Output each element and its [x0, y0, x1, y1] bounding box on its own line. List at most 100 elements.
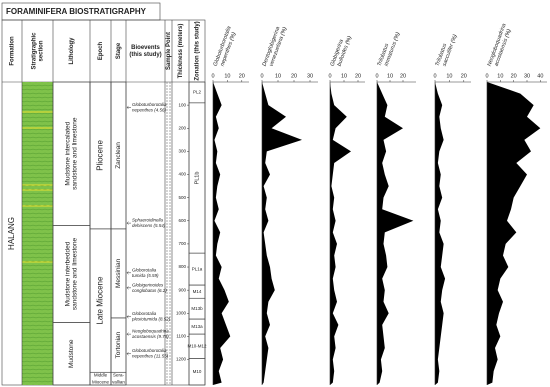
abundance-area	[377, 82, 414, 385]
sample-column	[166, 82, 171, 385]
lithology-label: sandstone and limestone	[72, 117, 79, 190]
bioevent-label: Globigerinoides	[132, 282, 164, 287]
bioevent-label: tumida (5.59)	[132, 273, 159, 278]
x-tick-label: 20	[400, 73, 406, 79]
x-tick-label: 20	[511, 73, 517, 79]
x-tick-label: 40	[537, 73, 543, 79]
zones-label: M13b	[191, 306, 203, 311]
header-label: Epoch	[98, 42, 104, 61]
bioevent-label: Globoturborotalia	[132, 102, 167, 107]
abundance-area	[213, 82, 231, 385]
abundance-area	[435, 82, 446, 385]
depth-tick-label: 1000	[176, 310, 187, 315]
x-tick-label: 20	[355, 73, 361, 79]
bioevent-label: Sphaeroidinella	[132, 218, 164, 223]
x-tick-label: 10	[341, 73, 347, 79]
x-tick-label: 0	[328, 73, 331, 79]
stages-label: Tortonian	[115, 331, 122, 358]
x-tick-label: 0	[433, 73, 436, 79]
stages-label: Zanclean	[115, 142, 122, 169]
x-tick-label: 0	[260, 73, 263, 79]
header-label: Stage	[116, 42, 122, 59]
x-tick-label: 10	[497, 73, 503, 79]
bioevent-label: acostaensis (9.79)	[132, 334, 169, 339]
x-tick-label: 10	[387, 73, 393, 79]
x-tick-label: 30	[307, 73, 313, 79]
depth-tick-label: 800	[178, 264, 186, 269]
zones-label: PL1a	[192, 266, 203, 271]
bioevent-arrow	[126, 352, 131, 356]
x-tick-label: 0	[485, 73, 488, 79]
header-label: Lithology	[69, 37, 75, 65]
header-label: Zonation (this study)	[195, 21, 201, 80]
depth-tick-label: 100	[178, 102, 186, 107]
zones-label: M10-M12	[187, 343, 207, 348]
formation-label: HALANG	[7, 217, 16, 250]
depth-tick-label: 400	[178, 172, 186, 177]
x-tick-label: 20	[461, 73, 467, 79]
abundance-area	[330, 82, 351, 385]
x-tick-label: 20	[239, 73, 245, 79]
bioevent-label: Globorotalia	[132, 267, 157, 272]
x-tick-label: 10	[224, 73, 230, 79]
bioevent-arrow	[126, 271, 131, 275]
lithology-label: Mudstone interbedded	[65, 241, 72, 306]
zones-label: M10	[193, 369, 202, 374]
stages-interval	[110, 371, 127, 386]
strat-section	[22, 82, 53, 385]
zones-interval	[188, 358, 206, 386]
header-label: Stratigraphic	[32, 32, 38, 70]
depth-tick-label: 900	[178, 287, 186, 292]
stages-label: vallian	[112, 379, 125, 384]
depth-tick-label: 200	[178, 125, 186, 130]
zones-label: PL1b	[194, 172, 200, 185]
epochs-label: Late Miocene	[96, 276, 105, 325]
bioevent-arrow	[126, 286, 131, 290]
sand-beds	[22, 111, 53, 263]
bioevent-label: Globoturborotalia	[132, 348, 167, 353]
bioevent-label: nepenthes (11.55)	[132, 354, 169, 359]
abundance-area	[262, 82, 302, 385]
x-tick-label: 0	[375, 73, 378, 79]
depth-tick-label: 700	[178, 241, 186, 246]
depth-tick-label: 500	[178, 195, 186, 200]
bioevent-arrow	[126, 221, 131, 225]
abundance-area	[487, 82, 541, 385]
epochs-label: Miocene	[92, 379, 110, 384]
x-tick-label: 10	[275, 73, 281, 79]
header-label: Sample Point	[166, 32, 172, 70]
x-tick-label: 0	[211, 73, 214, 79]
header-label: Thickness (meters)	[178, 24, 184, 79]
bioevent-arrow	[126, 332, 131, 336]
epochs-label: Middle	[94, 372, 108, 377]
stages-label: Messinian	[115, 258, 122, 288]
header-label: (this study)	[129, 52, 161, 58]
lithology-label: sandstone and limestone	[72, 237, 79, 310]
depth-tick-label: 300	[178, 149, 186, 154]
header-label: Formation	[10, 36, 16, 66]
bioevent-arrow	[126, 105, 131, 110]
x-tick-label: 10	[446, 73, 452, 79]
lithology-label: Mudstone intercalated	[65, 121, 72, 185]
bioevent-label: nepenthes (4.56)	[132, 107, 167, 112]
zones-label: M13a	[191, 324, 203, 329]
x-tick-label: 30	[524, 73, 530, 79]
stages-label: Sera-	[113, 372, 125, 377]
depth-tick-label: 1100	[176, 334, 186, 339]
depth-tick-label: 1200	[176, 357, 187, 362]
header-label: section	[39, 40, 45, 61]
epochs-label: Pliocene	[96, 140, 105, 171]
bioevent-label: conglobatus (6.2)	[132, 288, 167, 293]
zones-label: M14	[193, 289, 202, 294]
zones-label: PL2	[193, 90, 202, 95]
header-label: Bioevents	[131, 45, 160, 51]
bioevent-label: Neogloboquadrina	[132, 329, 169, 334]
x-tick-label: 20	[291, 73, 297, 79]
figure-title: FORAMINIFERA BIOSTRATIGRAPHY	[6, 7, 147, 16]
depth-tick-label: 600	[178, 218, 186, 223]
bioevent-arrow	[126, 315, 131, 319]
bioevent-label: Globorotalia	[132, 311, 157, 316]
lithology-label: Mudstone	[68, 339, 75, 368]
bioevent-label: dehiscens (5.54)	[132, 223, 166, 228]
